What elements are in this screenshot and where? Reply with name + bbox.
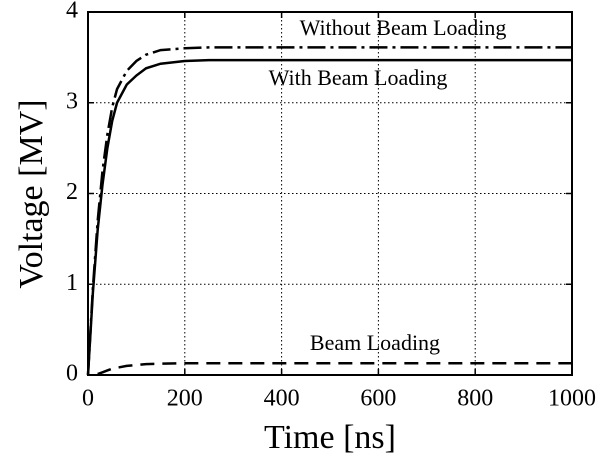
x-tick-label: 200: [167, 386, 203, 412]
y-tick-label: 2: [66, 179, 78, 205]
data-line: [97, 361, 572, 376]
x-axis-label: Time [ns]: [264, 419, 396, 456]
series-label: Beam Loading: [310, 330, 440, 355]
x-tick-label: 0: [82, 386, 94, 412]
x-tick-label: 800: [457, 386, 493, 412]
series-label: Without Beam Loading: [300, 15, 507, 40]
x-tick-label: 1000: [548, 386, 596, 412]
data-line: [86, 58, 572, 376]
y-tick-label: 0: [66, 361, 78, 387]
x-tick-label: 400: [264, 386, 300, 412]
y-tick-label: 4: [66, 0, 78, 24]
y-tick-label: 3: [66, 88, 78, 114]
plot-frame: [87, 11, 573, 376]
x-tick-label: 600: [360, 386, 396, 412]
series-label: With Beam Loading: [269, 65, 448, 90]
data-line: [86, 46, 572, 376]
y-tick-label: 1: [66, 270, 78, 296]
y-axis-label: Voltage [MV]: [13, 99, 50, 288]
